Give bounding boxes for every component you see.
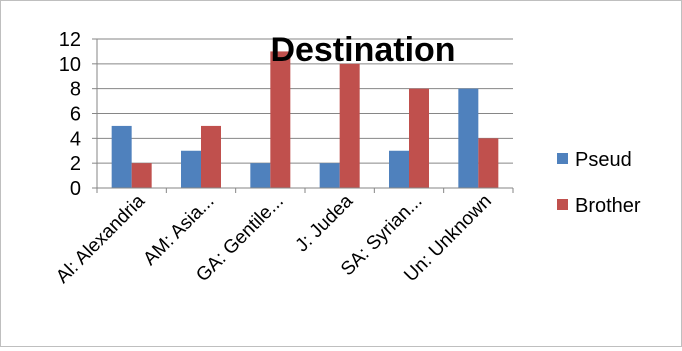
y-tick-labels: 0 2 46 8 10 12 xyxy=(59,29,81,200)
bar-pseud-1 xyxy=(181,150,201,188)
legend-swatch-pseud xyxy=(557,153,568,164)
bar-pseud-0 xyxy=(111,125,132,188)
bar-brother-0 xyxy=(131,163,152,188)
gridlines xyxy=(97,38,513,164)
bar-pseud-5 xyxy=(458,88,479,188)
legend-label-pseud: Pseud xyxy=(575,149,632,171)
bar-brother-1 xyxy=(201,125,221,188)
x-category-label: J: Judea xyxy=(292,190,358,256)
bar-pseud-2 xyxy=(250,163,271,188)
y-tick-label: 12 xyxy=(59,29,81,51)
bar-pseud-4 xyxy=(389,150,409,188)
axes xyxy=(92,38,514,193)
bar-brother-5 xyxy=(478,138,499,188)
legend: Pseud Brother xyxy=(557,149,641,217)
y-tick-label: 6 xyxy=(70,104,81,126)
bar-brother-3 xyxy=(339,63,360,189)
y-tick-label: 0 xyxy=(70,178,81,200)
legend-label-brother: Brother xyxy=(575,195,641,217)
bar-brother-4 xyxy=(409,88,429,188)
y-tick-label: 2 xyxy=(70,153,81,175)
y-tick-label: 4 xyxy=(70,128,81,150)
x-category-label: Al: Alexandria xyxy=(52,190,149,287)
bar-brother-2 xyxy=(270,51,291,188)
y-tick-label: 10 xyxy=(59,54,81,76)
legend-swatch-brother xyxy=(557,199,568,210)
bars xyxy=(111,51,499,189)
bar-pseud-3 xyxy=(319,163,340,188)
chart-title: Destination xyxy=(270,31,455,69)
y-tick-label: 8 xyxy=(70,79,81,101)
